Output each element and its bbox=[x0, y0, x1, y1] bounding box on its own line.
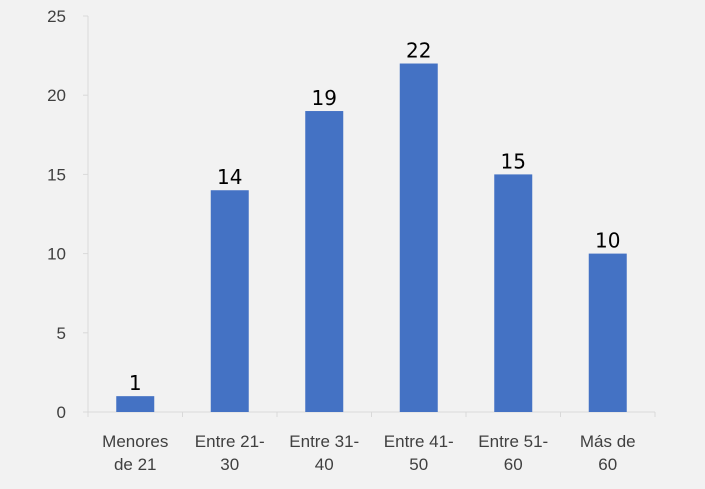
bar-data-label: 1 bbox=[129, 371, 142, 395]
bar-data-label: 10 bbox=[595, 229, 620, 253]
bar bbox=[116, 396, 155, 412]
x-category-label-line: 60 bbox=[504, 455, 523, 474]
y-tick-label: 0 bbox=[57, 403, 66, 422]
y-tick-label: 15 bbox=[47, 165, 66, 184]
data-labels: 1 14 19 22 15 10 bbox=[129, 39, 621, 396]
bar-data-label: 19 bbox=[312, 86, 337, 110]
bar-data-label: 14 bbox=[217, 165, 242, 189]
x-category-label: Más de 60 bbox=[580, 432, 636, 474]
y-tick-label: 20 bbox=[47, 86, 66, 105]
x-category-label: Entre 41- 50 bbox=[384, 432, 454, 474]
bar bbox=[399, 63, 438, 413]
y-tick-label: 5 bbox=[57, 324, 66, 343]
x-category-label-line: Entre 41- bbox=[384, 432, 454, 451]
bar bbox=[305, 111, 344, 412]
x-category-label-line: Menores bbox=[102, 432, 168, 451]
bar bbox=[494, 174, 533, 412]
bars bbox=[116, 63, 627, 413]
bar-data-label: 15 bbox=[501, 149, 526, 173]
x-category-label-line: Entre 31- bbox=[289, 432, 359, 451]
x-category-label: Entre 21- 30 bbox=[195, 432, 265, 474]
x-category-label-line: Entre 21- bbox=[195, 432, 265, 451]
x-category-label-line: de 21 bbox=[114, 455, 157, 474]
y-tick-label: 10 bbox=[47, 245, 66, 264]
bar bbox=[588, 253, 627, 412]
x-category-label-line: Entre 51- bbox=[478, 432, 548, 451]
x-category-label-line: Más de bbox=[580, 432, 636, 451]
x-category-label-line: 40 bbox=[315, 455, 334, 474]
x-category-label: Entre 51- 60 bbox=[478, 432, 548, 474]
x-category-label-line: 60 bbox=[598, 455, 617, 474]
x-category-label-line: 30 bbox=[220, 455, 239, 474]
x-category-label: Entre 31- 40 bbox=[289, 432, 359, 474]
x-category-label: Menores de 21 bbox=[102, 432, 168, 474]
bar bbox=[210, 190, 249, 412]
bar-data-label: 22 bbox=[406, 39, 431, 63]
y-tick-label: 25 bbox=[47, 7, 66, 26]
y-axis-ticks: 0 5 10 15 20 25 bbox=[47, 7, 88, 422]
x-category-label-line: 50 bbox=[409, 455, 428, 474]
